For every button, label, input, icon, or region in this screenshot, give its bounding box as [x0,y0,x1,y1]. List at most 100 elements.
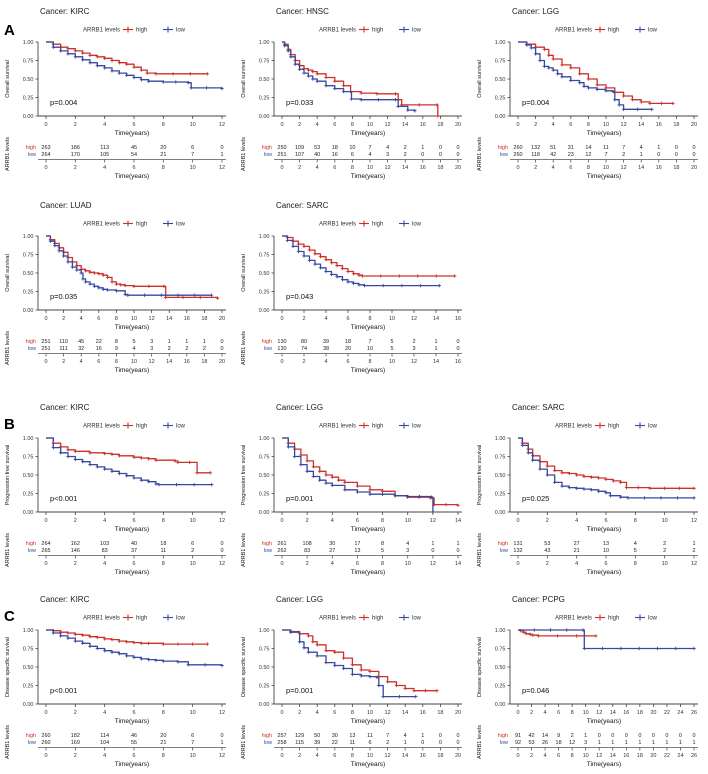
risk-count: 0 [421,152,424,158]
y-tick-label: 0.00 [23,510,34,516]
risk-count: 118 [531,152,540,158]
x-tick-label: 4 [544,710,547,716]
y-tick-label: 0.50 [495,77,506,83]
legend-label-low: low [412,28,422,34]
risk-count: 1 [431,541,434,547]
risk-count: 11 [160,548,166,554]
risk-tick-label: 0 [44,359,47,365]
risk-count: 0 [456,346,459,352]
risk-tick-label: 18 [673,165,679,171]
legend-title: ARRB1 levels [319,28,356,34]
risk-tick-label: 4 [316,753,319,759]
risk-count: 3 [386,152,389,158]
x-tick-label: 2 [298,122,301,128]
panel-label-a: A [4,22,15,39]
x-axis-title: Time(years) [115,324,149,331]
risk-row-label-low: low [264,548,272,554]
risk-tick-label: 2 [530,753,533,759]
km-curve-low [282,235,440,287]
y-tick-label: 0.00 [495,702,506,708]
risk-count: 32 [78,346,84,352]
risk-tick-label: 6 [557,753,560,759]
y-tick-label: 0.00 [23,308,34,314]
y-axis-title: Progression free survival [477,445,483,506]
x-tick-label: 26 [691,710,697,716]
risk-tick-label: 12 [149,359,155,365]
x-tick-label: 4 [324,316,327,322]
risk-count: 27 [574,541,580,547]
p-value: p<0.001 [50,686,77,695]
risk-count: 21 [160,152,166,158]
risk-count: 46 [131,733,137,739]
y-tick-label: 0.00 [23,114,34,120]
x-tick-label: 0 [280,316,283,322]
risk-tick-label: 8 [368,359,371,365]
legend-label-low: low [176,28,186,34]
risk-tick-label: 6 [569,165,572,171]
risk-count: 1 [404,740,407,746]
risk-tick-label: 4 [316,165,319,171]
x-tick-label: 14 [433,316,439,322]
x-tick-label: 8 [587,122,590,128]
y-tick-label: 0.75 [259,59,270,65]
risk-count: 23 [568,152,574,158]
risk-tick-label: 14 [638,165,644,171]
x-tick-label: 4 [316,710,319,716]
panel-c-grid: Cancer: KIRC ARRB1 levels high low 0.00 0.25 0… [0,590,708,774]
risk-count: 11 [367,733,373,739]
risk-tick-label: 6 [132,753,135,759]
risk-tick-label: 8 [162,753,165,759]
risk-tick-label: 8 [587,165,590,171]
risk-count: 1 [598,740,601,746]
legend-label-low: low [648,424,658,430]
y-tick-label: 0.75 [23,253,34,259]
risk-count: 0 [679,733,682,739]
risk-count: 4 [386,145,389,151]
risk-tick-label: 8 [571,753,574,759]
risk-count: 5 [634,548,637,554]
chart-title: Cancer: LUAD [40,201,92,210]
x-tick-label: 6 [569,122,572,128]
x-tick-label: 16 [455,316,461,322]
risk-count: 261 [277,541,286,547]
x-tick-label: 2 [298,710,301,716]
risk-count: 4 [404,733,407,739]
risk-tick-label: 12 [596,753,602,759]
risk-count: 7 [368,145,371,151]
y-tick-label: 0.25 [23,96,34,102]
risk-count: 0 [220,346,223,352]
y-tick-label: 0.75 [259,647,270,653]
risk-row-label-low: low [28,346,36,352]
risk-count: 3 [406,548,409,554]
risk-count: 108 [303,541,312,547]
risk-tick-label: 8 [351,753,354,759]
x-tick-label: 0 [44,518,47,524]
risk-tick-label: 14 [433,359,439,365]
legend-label-high: high [136,28,147,34]
risk-table-ylabel: ARRB1 levels [477,725,483,759]
y-tick-label: 0.00 [259,114,270,120]
risk-count: 6 [351,152,354,158]
risk-count: 2 [412,339,415,345]
x-tick-label: 20 [455,122,461,128]
risk-count: 21 [574,548,580,554]
risk-count: 131 [513,541,522,547]
risk-count: 1 [421,145,424,151]
risk-count: 0 [692,145,695,151]
risk-count: 130 [277,346,286,352]
chart-title: Cancer: HNSC [276,7,329,16]
risk-tick-label: 14 [610,753,616,759]
x-tick-label: 14 [455,518,461,524]
y-tick-label: 0.75 [495,455,506,461]
x-tick-label: 12 [385,710,391,716]
y-axis-title: Overall survival [477,60,483,98]
risk-row-label-high: high [262,339,272,345]
risk-count: 53 [528,740,534,746]
risk-count: 6 [191,733,194,739]
risk-table-ylabel: ARRB1 levels [5,725,11,759]
risk-count: 1 [185,339,188,345]
p-value: p=0.025 [522,494,549,503]
risk-count: 169 [71,740,80,746]
risk-row-label-high: high [262,145,272,151]
risk-tick-label: 6 [604,561,607,567]
